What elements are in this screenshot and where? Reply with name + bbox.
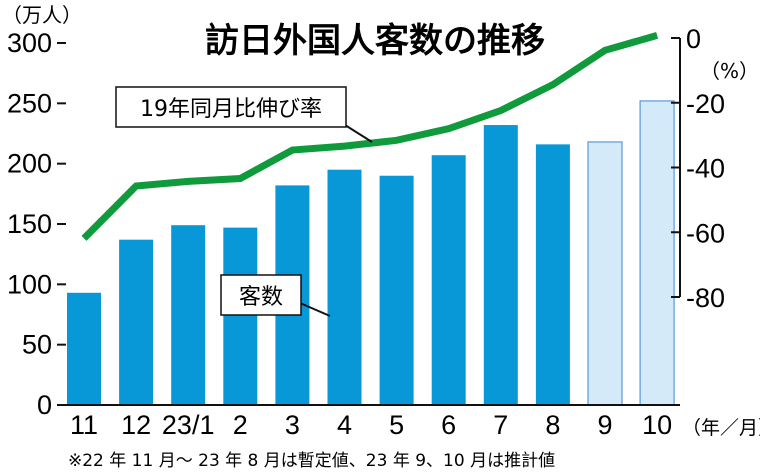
right-tick-label: -20: [686, 89, 725, 119]
left-tick-label: 100: [7, 269, 52, 299]
bar-23-1: [171, 225, 206, 405]
footnote: ※22 年 11 月〜 23 年 8 月は暫定値、23 年 9、10 月は推計値: [68, 451, 555, 471]
right-tick-label: -80: [686, 283, 725, 313]
x-tick-label: 7: [493, 410, 508, 440]
bar-series-label: 客数: [239, 285, 283, 310]
x-tick-label: 10: [642, 410, 672, 440]
x-tick-label: 12: [121, 410, 151, 440]
right-tick-label: 0: [686, 24, 701, 54]
chart-title: 訪日外国人客数の推移: [205, 21, 545, 61]
left-tick-label: 150: [7, 209, 52, 239]
x-tick-label: 5: [389, 410, 404, 440]
x-axis-unit: （年／月）: [682, 417, 760, 439]
line-series-label: 19年同月比伸び率: [140, 97, 322, 122]
right-tick-label: -60: [686, 218, 725, 248]
x-tick-label: 3: [285, 410, 300, 440]
bar-10: [639, 100, 675, 406]
bar-12: [119, 239, 154, 405]
right-tick-label: -40: [686, 154, 725, 184]
bar-5: [379, 175, 414, 405]
x-tick-label: 11: [70, 410, 98, 440]
bar-4: [327, 169, 362, 405]
legend-callout-visitors: 客数: [220, 274, 331, 317]
x-tick-label: 9: [597, 410, 612, 440]
rate-line: [81, 32, 659, 241]
x-tick-label: 8: [545, 410, 560, 440]
bar-2: [223, 227, 258, 405]
left-axis-unit: （万人）: [2, 3, 82, 27]
right-axis-unit: （%）: [700, 59, 759, 83]
bar-7: [483, 125, 518, 405]
left-tick-label: 0: [37, 390, 52, 420]
bar-11: [67, 292, 101, 405]
left-tick-label: 300: [7, 28, 52, 58]
x-tick-label: 2: [233, 410, 248, 440]
bar-8: [535, 144, 570, 406]
x-tick-label: 6: [441, 410, 456, 440]
x-tick-label: 4: [337, 410, 352, 440]
left-tick-label: 250: [7, 88, 52, 118]
left-tick-label: 50: [22, 330, 52, 360]
legend-callout-rate: 19年同月比伸び率: [115, 86, 373, 143]
bar-6: [431, 155, 466, 405]
x-tick-label: 23/1: [162, 410, 215, 440]
left-tick-label: 200: [7, 149, 52, 179]
bar-9: [587, 141, 623, 406]
